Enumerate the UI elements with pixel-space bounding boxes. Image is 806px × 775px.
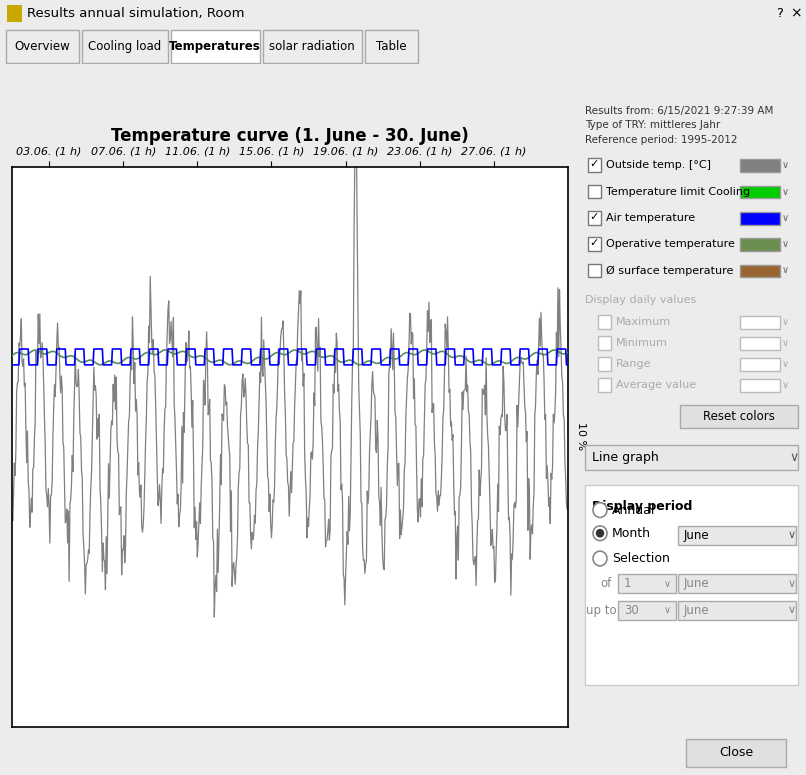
Text: Temperatures: Temperatures: [169, 40, 261, 53]
Text: Air temperature: Air temperature: [606, 213, 695, 223]
Bar: [678, 574, 796, 593]
Text: ✓: ✓: [590, 238, 599, 248]
Text: Month: Month: [612, 527, 651, 539]
Text: ∨: ∨: [782, 187, 789, 197]
Text: Close: Close: [719, 746, 753, 760]
Text: of: of: [600, 577, 611, 591]
Bar: [680, 405, 798, 428]
Bar: [678, 601, 796, 619]
Circle shape: [593, 551, 607, 566]
Text: up to: up to: [586, 604, 617, 617]
Text: ∨: ∨: [788, 530, 796, 540]
Text: Cooling load: Cooling load: [88, 40, 161, 53]
Bar: [588, 264, 601, 277]
Text: Operative temperature: Operative temperature: [606, 239, 735, 249]
Bar: [740, 316, 780, 329]
Text: ∨: ∨: [782, 338, 789, 348]
Bar: [585, 445, 798, 470]
FancyBboxPatch shape: [364, 30, 418, 63]
Text: Results from: 6/15/2021 9:27:39 AM: Results from: 6/15/2021 9:27:39 AM: [585, 105, 774, 115]
Text: Overview: Overview: [15, 40, 70, 53]
Text: ∨: ∨: [782, 381, 789, 391]
Text: ∨: ∨: [782, 213, 789, 223]
Text: ∨: ∨: [782, 266, 789, 275]
FancyBboxPatch shape: [263, 30, 362, 63]
Text: Selection: Selection: [612, 552, 670, 565]
Bar: [740, 239, 780, 251]
Text: June: June: [684, 529, 709, 542]
Bar: [740, 358, 780, 371]
Bar: [618, 574, 676, 593]
Text: ∨: ∨: [782, 359, 789, 369]
Text: Display period: Display period: [592, 500, 692, 512]
Text: Display daily values: Display daily values: [585, 295, 696, 305]
Text: Maximum: Maximum: [616, 317, 671, 327]
Text: Line graph: Line graph: [592, 451, 659, 464]
Bar: [598, 315, 611, 329]
Text: ✓: ✓: [590, 159, 599, 169]
Text: Average value: Average value: [616, 381, 696, 391]
Text: ∨: ∨: [789, 451, 799, 464]
Circle shape: [596, 529, 604, 537]
Text: Reference period: 1995-2012: Reference period: 1995-2012: [585, 135, 737, 145]
Text: ∨: ∨: [782, 239, 789, 249]
Text: Outside temp. [°C]: Outside temp. [°C]: [606, 160, 711, 170]
Bar: [588, 211, 601, 225]
Text: ∨: ∨: [782, 317, 789, 327]
Text: 10 %: 10 %: [576, 422, 586, 449]
Text: 1: 1: [624, 577, 631, 591]
Bar: [686, 739, 786, 767]
Bar: [588, 184, 601, 198]
Circle shape: [593, 503, 607, 518]
Text: Range: Range: [616, 359, 651, 369]
Bar: [618, 601, 676, 619]
Bar: [740, 265, 780, 277]
Bar: [678, 526, 796, 545]
Text: ∨: ∨: [663, 579, 671, 589]
Text: June: June: [684, 577, 709, 591]
Text: Annual: Annual: [612, 504, 655, 517]
FancyBboxPatch shape: [171, 30, 260, 63]
Bar: [598, 336, 611, 350]
Bar: [7, 5, 22, 22]
Text: Minimum: Minimum: [616, 338, 668, 348]
Bar: [740, 337, 780, 350]
Text: Ø surface temperature: Ø surface temperature: [606, 265, 733, 276]
Bar: [588, 237, 601, 251]
Text: 30: 30: [624, 604, 638, 617]
Bar: [598, 378, 611, 392]
Text: Temperature curve (1. June - 30. June): Temperature curve (1. June - 30. June): [111, 126, 469, 145]
Bar: [585, 485, 798, 685]
Text: Type of TRY: mittleres Jahr: Type of TRY: mittleres Jahr: [585, 120, 721, 130]
Circle shape: [593, 526, 607, 541]
Bar: [740, 186, 780, 198]
Bar: [740, 212, 780, 225]
Text: ✓: ✓: [590, 212, 599, 222]
Text: ∨: ∨: [788, 605, 796, 615]
Text: solar radiation: solar radiation: [269, 40, 355, 53]
Text: Temperature limit Cooling: Temperature limit Cooling: [606, 187, 750, 197]
Bar: [740, 160, 780, 172]
Text: ×: ×: [790, 6, 802, 21]
FancyBboxPatch shape: [81, 30, 168, 63]
Text: Reset colors: Reset colors: [703, 410, 775, 423]
FancyBboxPatch shape: [6, 30, 78, 63]
Text: ∨: ∨: [663, 605, 671, 615]
Text: ∨: ∨: [788, 579, 796, 589]
Text: Results annual simulation, Room: Results annual simulation, Room: [27, 7, 244, 20]
Text: ?: ?: [776, 7, 783, 20]
Text: June: June: [684, 604, 709, 617]
Bar: [740, 380, 780, 392]
Text: Table: Table: [376, 40, 406, 53]
Bar: [598, 357, 611, 371]
Text: ∨: ∨: [782, 160, 789, 170]
Bar: [588, 158, 601, 172]
